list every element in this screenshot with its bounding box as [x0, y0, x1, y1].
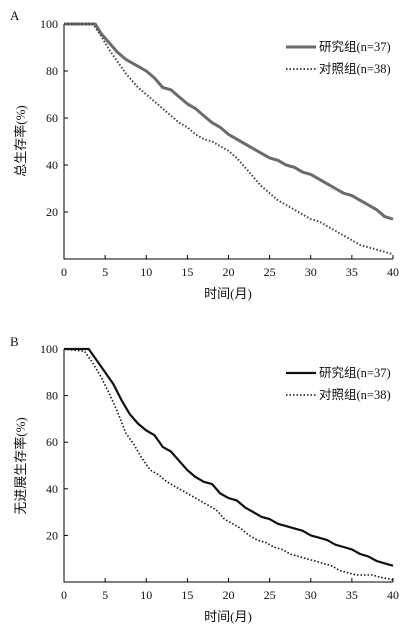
panel-a-x-tick-label-0: 0	[61, 265, 67, 279]
panel-a-series-line-study	[64, 22, 394, 221]
panel-b-legend-label-study: 研究组(n=37)	[319, 365, 391, 380]
panel-b-x-ticks: 0 5 10 15 20 25 30 35 40	[61, 578, 399, 602]
panel-b: B 20 40 60 80 100 0 5 10 15 20 25 30 35 40 时间(月) 无进展…	[10, 334, 399, 624]
panel-a-x-tick-label-25: 25	[264, 265, 276, 279]
panel-a-y-tick-label-60: 60	[46, 111, 58, 125]
panel-a-axes	[63, 24, 393, 260]
panel-a-x-tick-label-20: 20	[223, 265, 235, 279]
panel-a-x-tick-label-30: 30	[305, 265, 317, 279]
panel-a-legend: 研究组(n=37) 对照组(n=38)	[286, 39, 391, 76]
panel-a-y-tick-label-80: 80	[46, 64, 58, 78]
panel-a-x-tick-label-35: 35	[346, 265, 358, 279]
panel-b-x-tick-label-30: 30	[305, 588, 317, 602]
panel-a-x-tick-label-40: 40	[387, 265, 399, 279]
panel-b-x-tick-label-25: 25	[264, 588, 276, 602]
panel-b-series-line-study	[64, 347, 394, 567]
panel-a: A 20 40 60 80 100 0 5 10 15 20 25 30 35 40 时间(月) 总生存…	[10, 8, 399, 301]
panel-b-legend: 研究组(n=37) 对照组(n=38)	[286, 365, 391, 402]
panel-a-x-tick-label-15: 15	[181, 265, 193, 279]
panel-a-series	[64, 22, 394, 256]
panel-a-x-ticks: 0 5 10 15 20 25 30 35 40	[61, 255, 399, 279]
panel-a-y-tick-label-100: 100	[40, 17, 58, 31]
panel-b-y-axis-label: 无进展生存率(%)	[13, 417, 28, 515]
panel-a-series-line-control	[64, 23, 394, 256]
panel-b-x-tick-label-35: 35	[346, 588, 358, 602]
panel-b-x-tick-label-40: 40	[387, 588, 399, 602]
panel-b-y-tick-label-20: 20	[46, 528, 58, 542]
panel-a-label: A	[10, 8, 20, 23]
panel-a-axis-frame	[63, 24, 393, 260]
panel-a-y-tick-label-40: 40	[46, 158, 58, 172]
panel-b-y-ticks: 20 40 60 80 100	[40, 342, 68, 542]
panel-b-x-tick-label-0: 0	[61, 588, 67, 602]
panel-b-series-line-control	[63, 348, 394, 581]
panel-a-x-axis-label: 时间(月)	[204, 286, 252, 301]
panel-a-x-tick-label-10: 10	[140, 265, 152, 279]
panel-b-x-tick-label-20: 20	[223, 588, 235, 602]
panel-b-series	[63, 347, 394, 581]
panel-a-x-tick-label-5: 5	[102, 265, 108, 279]
panel-b-x-tick-label-5: 5	[102, 588, 108, 602]
panel-b-y-tick-label-60: 60	[46, 435, 58, 449]
panel-b-y-tick-label-100: 100	[40, 342, 58, 356]
panel-b-label: B	[10, 334, 19, 349]
panel-b-x-tick-label-10: 10	[140, 588, 152, 602]
panel-b-y-tick-label-40: 40	[46, 482, 58, 496]
panel-a-y-tick-label-20: 20	[46, 205, 58, 219]
panel-b-y-tick-label-80: 80	[46, 389, 58, 403]
panel-a-legend-label-control: 对照组(n=38)	[319, 62, 391, 76]
panel-a-y-axis-label: 总生存率(%)	[13, 105, 28, 177]
panel-b-x-axis-label: 时间(月)	[204, 609, 252, 624]
panel-b-x-tick-label-15: 15	[181, 588, 193, 602]
panel-a-legend-label-study: 研究组(n=37)	[319, 39, 391, 54]
panel-b-legend-label-control: 对照组(n=38)	[319, 388, 391, 402]
